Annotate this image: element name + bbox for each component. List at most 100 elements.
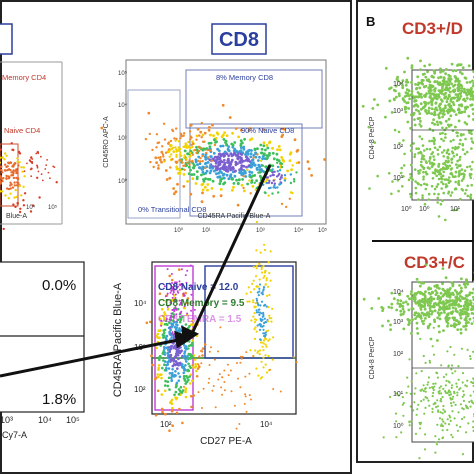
event-dot <box>463 310 466 314</box>
event-dot <box>418 123 421 126</box>
event-dot <box>469 355 472 358</box>
event-dot <box>244 375 247 378</box>
event-dot <box>177 291 180 294</box>
event-dot <box>168 332 172 335</box>
event-dot <box>457 107 461 111</box>
event-dot <box>236 203 240 207</box>
event-dot <box>384 66 388 70</box>
event-dot <box>158 292 162 296</box>
event-dot <box>264 269 267 272</box>
event-dot <box>419 102 423 106</box>
event-dot <box>456 134 459 138</box>
event-dot <box>451 175 455 178</box>
event-dot <box>468 400 471 403</box>
event-dot <box>449 419 452 422</box>
event-dot <box>416 105 420 108</box>
event-dot <box>253 164 257 167</box>
event-dot <box>245 351 248 354</box>
event-dot <box>410 81 413 84</box>
event-dot <box>253 321 256 324</box>
event-dot <box>448 75 452 78</box>
event-dot <box>178 328 182 332</box>
event-dot <box>468 131 471 135</box>
event-dot <box>192 166 195 170</box>
event-dot <box>29 168 32 171</box>
event-dot <box>455 295 459 299</box>
event-dot <box>406 294 410 298</box>
event-dot <box>252 315 255 318</box>
event-dot <box>440 301 444 305</box>
event-dot <box>174 297 177 299</box>
event-dot <box>233 170 237 173</box>
event-dot <box>402 164 406 167</box>
event-dot <box>286 169 289 173</box>
event-dot <box>470 140 474 143</box>
event-dot <box>250 149 253 152</box>
event-dot <box>266 154 270 158</box>
event-dot <box>466 97 469 100</box>
event-dot <box>466 194 470 198</box>
event-dot <box>186 297 190 300</box>
event-dot <box>421 144 425 147</box>
event-dot <box>167 141 170 144</box>
event-dot <box>469 357 472 360</box>
event-dot <box>229 175 232 178</box>
event-dot <box>251 185 255 188</box>
event-dot <box>439 397 443 401</box>
event-dot <box>173 393 176 397</box>
event-dot <box>168 429 171 433</box>
event-dot <box>175 384 178 388</box>
event-dot <box>435 443 439 446</box>
event-dot <box>253 318 257 321</box>
event-dot <box>185 347 188 351</box>
event-dot <box>428 322 432 326</box>
event-dot <box>296 148 300 152</box>
event-dot <box>406 120 410 124</box>
event-dot <box>245 165 248 169</box>
event-dot <box>389 323 392 327</box>
event-dot <box>156 389 160 393</box>
event-dot <box>443 88 447 92</box>
event-dot <box>467 114 471 118</box>
event-dot <box>453 89 457 93</box>
event-dot <box>246 300 249 303</box>
event-dot <box>198 162 202 166</box>
event-dot <box>174 360 178 364</box>
event-dot <box>293 180 296 183</box>
event-dot <box>458 155 462 159</box>
event-dot <box>171 331 174 334</box>
event-dot <box>414 301 418 305</box>
event-dot <box>255 220 259 224</box>
event-dot <box>231 166 235 169</box>
event-dot <box>470 399 473 402</box>
event-dot <box>288 159 292 163</box>
event-dot <box>447 176 451 179</box>
event-dot <box>201 167 205 171</box>
event-dot <box>457 145 460 149</box>
event-dot <box>440 392 443 395</box>
event-dot <box>456 292 459 296</box>
event-dot <box>455 297 459 301</box>
event-dot <box>184 382 187 385</box>
event-dot <box>279 182 282 186</box>
event-dot <box>397 92 401 95</box>
event-dot <box>16 181 19 184</box>
event-dot <box>455 153 459 156</box>
event-dot <box>262 286 266 289</box>
event-dot <box>195 151 198 155</box>
b-bottom-ytick-1: 10¹ <box>393 391 404 398</box>
event-dot <box>441 182 445 186</box>
event-dot <box>457 322 461 326</box>
event-dot <box>255 311 258 314</box>
event-dot <box>422 167 426 170</box>
event-dot <box>252 265 255 268</box>
event-dot <box>200 121 203 125</box>
event-dot <box>417 109 420 113</box>
event-dot <box>191 142 195 145</box>
event-dot <box>461 417 464 421</box>
event-dot <box>410 297 413 301</box>
event-dot <box>454 125 457 129</box>
event-dot <box>255 330 258 333</box>
event-dot <box>178 159 181 162</box>
event-dot <box>437 172 441 176</box>
